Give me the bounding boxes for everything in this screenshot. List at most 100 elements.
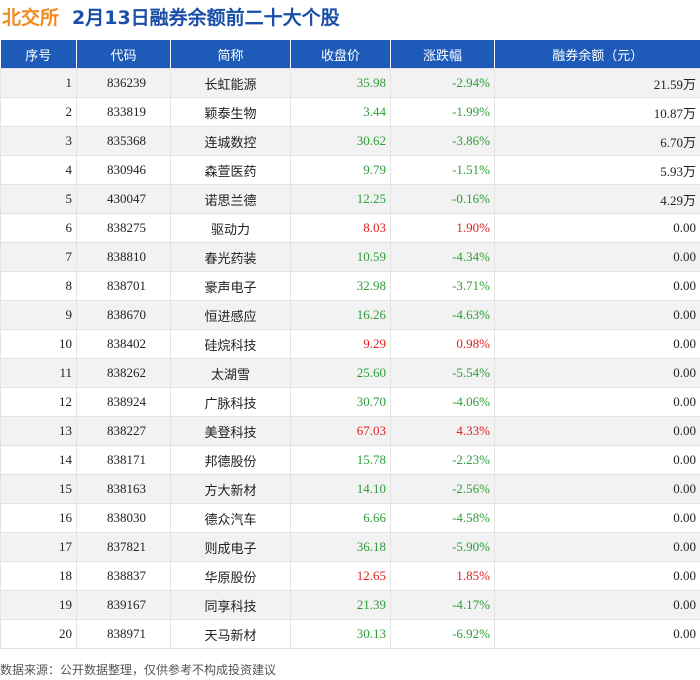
name-cell: 长虹能源 [170, 68, 291, 98]
balance-cell: 0.00 [494, 329, 700, 359]
code-cell: 838670 [76, 300, 171, 330]
name-cell: 邦德股份 [170, 445, 291, 475]
table-row: 14 838171 邦德股份 15.78 -2.23% 0.00 [0, 445, 700, 475]
table-row: 6 838275 驱动力 8.03 1.90% 0.00 [0, 213, 700, 243]
change-cell: -2.23% [390, 445, 495, 475]
rank-cell: 3 [0, 126, 77, 156]
close-cell: 15.78 [290, 445, 391, 475]
code-cell: 838227 [76, 416, 171, 446]
change-cell: -4.06% [390, 387, 495, 417]
balance-cell: 5.93万 [494, 155, 700, 185]
name-cell: 森萱医药 [170, 155, 291, 185]
close-cell: 12.65 [290, 561, 391, 591]
rank-cell: 18 [0, 561, 77, 591]
rank-cell: 8 [0, 271, 77, 301]
name-cell: 美登科技 [170, 416, 291, 446]
rank-cell: 19 [0, 590, 77, 620]
change-cell: -5.54% [390, 358, 495, 388]
balance-cell: 0.00 [494, 213, 700, 243]
balance-cell: 0.00 [494, 474, 700, 504]
change-cell: -2.56% [390, 474, 495, 504]
balance-cell: 21.59万 [494, 68, 700, 98]
balance-cell: 0.00 [494, 387, 700, 417]
table-row: 17 837821 则成电子 36.18 -5.90% 0.00 [0, 532, 700, 562]
close-cell: 14.10 [290, 474, 391, 504]
close-cell: 25.60 [290, 358, 391, 388]
name-cell: 天马新材 [170, 619, 291, 649]
name-cell: 连城数控 [170, 126, 291, 156]
balance-cell: 0.00 [494, 532, 700, 562]
table-row: 13 838227 美登科技 67.03 4.33% 0.00 [0, 416, 700, 446]
change-cell: -4.63% [390, 300, 495, 330]
table-header-row: 序号 代码 简称 收盘价 涨跌幅 融券余额（元） [0, 40, 700, 69]
close-cell: 8.03 [290, 213, 391, 243]
code-cell: 836239 [76, 68, 171, 98]
close-cell: 67.03 [290, 416, 391, 446]
close-cell: 16.26 [290, 300, 391, 330]
table-row: 12 838924 广脉科技 30.70 -4.06% 0.00 [0, 387, 700, 417]
balance-cell: 6.70万 [494, 126, 700, 156]
close-cell: 30.62 [290, 126, 391, 156]
close-cell: 30.70 [290, 387, 391, 417]
name-cell: 广脉科技 [170, 387, 291, 417]
code-cell: 838924 [76, 387, 171, 417]
code-cell: 838030 [76, 503, 171, 533]
change-cell: 1.90% [390, 213, 495, 243]
name-cell: 恒进感应 [170, 300, 291, 330]
balance-cell: 0.00 [494, 416, 700, 446]
table-row: 9 838670 恒进感应 16.26 -4.63% 0.00 [0, 300, 700, 330]
change-cell: -1.51% [390, 155, 495, 185]
change-cell: -4.58% [390, 503, 495, 533]
code-cell: 838262 [76, 358, 171, 388]
rank-cell: 6 [0, 213, 77, 243]
code-cell: 833819 [76, 97, 171, 127]
rank-cell: 2 [0, 97, 77, 127]
table-row: 19 839167 同享科技 21.39 -4.17% 0.00 [0, 590, 700, 620]
rank-cell: 1 [0, 68, 77, 98]
balance-cell: 0.00 [494, 619, 700, 649]
col-header-close: 收盘价 [290, 40, 391, 69]
code-cell: 838837 [76, 561, 171, 591]
table-row: 16 838030 德众汽车 6.66 -4.58% 0.00 [0, 503, 700, 533]
rank-cell: 5 [0, 184, 77, 214]
data-source-note: 数据来源：公开数据整理，仅供参考不构成投资建议 [0, 663, 277, 677]
close-cell: 9.79 [290, 155, 391, 185]
close-cell: 9.29 [290, 329, 391, 359]
name-cell: 豪声电子 [170, 271, 291, 301]
name-cell: 颖泰生物 [170, 97, 291, 127]
balance-cell: 0.00 [494, 358, 700, 388]
balance-cell: 4.29万 [494, 184, 700, 214]
rank-cell: 7 [0, 242, 77, 272]
close-cell: 6.66 [290, 503, 391, 533]
table-row: 7 838810 春光药装 10.59 -4.34% 0.00 [0, 242, 700, 272]
col-header-change: 涨跌幅 [390, 40, 495, 69]
code-cell: 838810 [76, 242, 171, 272]
rank-cell: 10 [0, 329, 77, 359]
close-cell: 21.39 [290, 590, 391, 620]
page-title: 2月13日融券余额前二十大个股 [72, 7, 340, 29]
name-cell: 诺思兰德 [170, 184, 291, 214]
rank-cell: 15 [0, 474, 77, 504]
col-header-rank: 序号 [0, 40, 77, 69]
balance-cell: 10.87万 [494, 97, 700, 127]
close-cell: 35.98 [290, 68, 391, 98]
table-row: 15 838163 方大新材 14.10 -2.56% 0.00 [0, 474, 700, 504]
table-row: 3 835368 连城数控 30.62 -3.86% 6.70万 [0, 126, 700, 156]
code-cell: 838275 [76, 213, 171, 243]
table-row: 18 838837 华原股份 12.65 1.85% 0.00 [0, 561, 700, 591]
rank-cell: 16 [0, 503, 77, 533]
change-cell: 4.33% [390, 416, 495, 446]
close-cell: 36.18 [290, 532, 391, 562]
col-header-name: 简称 [170, 40, 291, 69]
rank-cell: 11 [0, 358, 77, 388]
change-cell: -4.34% [390, 242, 495, 272]
change-cell: 0.98% [390, 329, 495, 359]
change-cell: -3.86% [390, 126, 495, 156]
name-cell: 则成电子 [170, 532, 291, 562]
name-cell: 方大新材 [170, 474, 291, 504]
close-cell: 10.59 [290, 242, 391, 272]
close-cell: 12.25 [290, 184, 391, 214]
code-cell: 839167 [76, 590, 171, 620]
name-cell: 春光药装 [170, 242, 291, 272]
change-cell: -5.90% [390, 532, 495, 562]
